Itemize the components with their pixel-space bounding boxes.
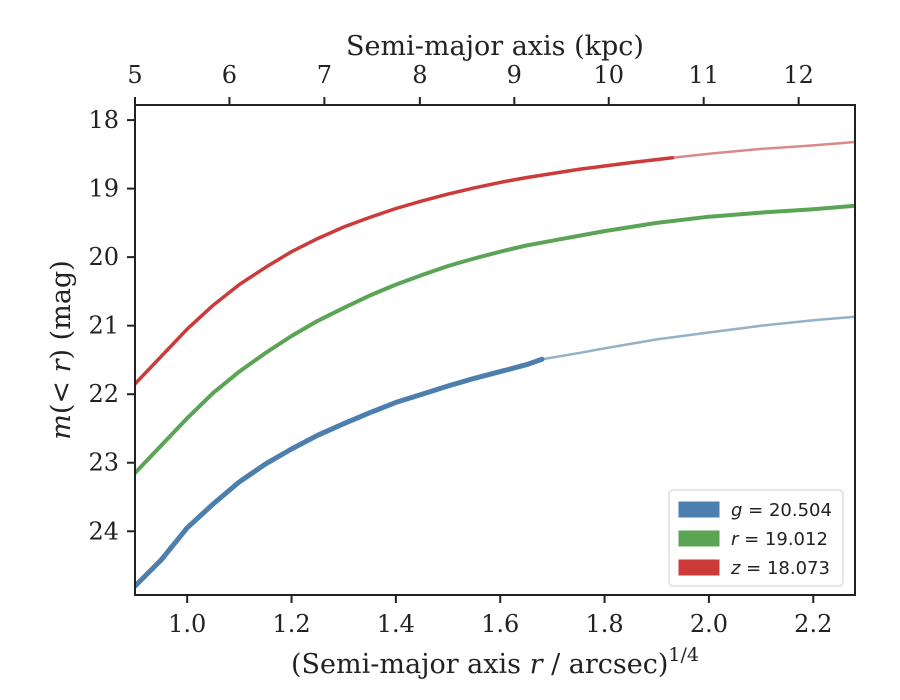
x2-tick-label: 11: [688, 61, 719, 89]
legend: g = 20.504 r = 19.012 z = 18.073: [668, 489, 844, 587]
y-tick-label: 22: [88, 380, 119, 408]
x-tick-label: 2.2: [794, 610, 832, 638]
x2-tick-label: 12: [783, 61, 814, 89]
x2-tick-label: 7: [317, 61, 332, 89]
x-tick-label: 1.4: [377, 610, 415, 638]
axis-ticks: 1.0 1.2 1.4 1.6 1.8 2.0 2.2 5 6 7 8 9 10 11 12 18 19 20 21…: [88, 61, 832, 638]
legend-swatch-g: [678, 501, 720, 518]
series-g-extrapolated-line: [540, 315, 855, 361]
x2-tick-label: 9: [507, 61, 522, 89]
x-tick-label: 1.0: [168, 610, 206, 638]
plot-area: [134, 104, 856, 596]
legend-swatch-r: [678, 530, 720, 547]
legend-label-r: r = 19.012: [731, 529, 828, 550]
legend-swatch-z: [678, 559, 720, 576]
legend-label-z: z = 18.073: [730, 558, 830, 579]
y-tick-label: 21: [88, 312, 119, 340]
plot-frame: [134, 104, 856, 596]
y-tick-label: 23: [88, 449, 119, 477]
top-axis-title: Semi-major axis (kpc): [346, 31, 644, 62]
x2-tick-label: 10: [593, 61, 624, 89]
legend-label-g: g = 20.504: [731, 500, 832, 521]
x2-tick-label: 8: [412, 61, 427, 89]
x-tick-label: 2.0: [690, 610, 728, 638]
curves: [135, 140, 855, 589]
left-axis-title: m(< r) (mag): [46, 260, 77, 439]
y-tick-label: 18: [88, 106, 119, 134]
y-tick-label: 19: [88, 175, 119, 203]
y-tick-label: 20: [88, 243, 119, 271]
x2-tick-label: 6: [222, 61, 237, 89]
x2-tick-label: 5: [127, 61, 142, 89]
series-g-line: [135, 356, 545, 589]
x-tick-label: 1.6: [481, 610, 519, 638]
series-z-extrapolated-line: [671, 140, 855, 160]
series-z-line: [135, 156, 675, 386]
bottom-axis-title: (Semi-major axis r / arcsec)1/4: [291, 644, 699, 680]
x-tick-label: 1.2: [272, 610, 310, 638]
y-tick-label: 24: [88, 517, 119, 545]
series-r-line: [135, 203, 855, 475]
x-tick-label: 1.8: [585, 610, 623, 638]
